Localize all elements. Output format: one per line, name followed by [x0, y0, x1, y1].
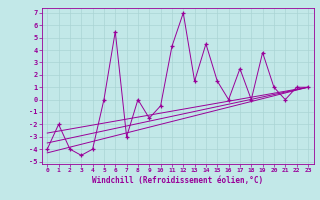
X-axis label: Windchill (Refroidissement éolien,°C): Windchill (Refroidissement éolien,°C) [92, 176, 263, 185]
